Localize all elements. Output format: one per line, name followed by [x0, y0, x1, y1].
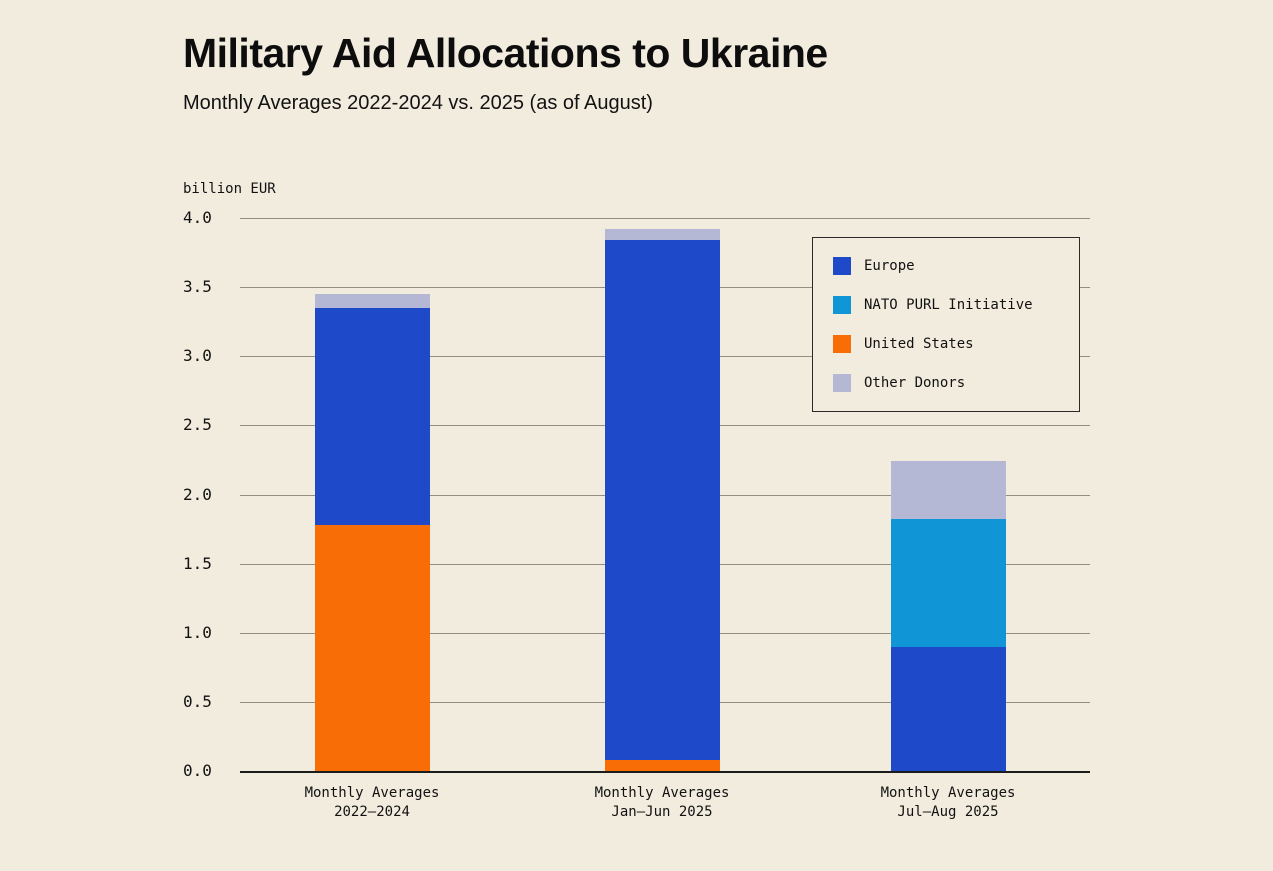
bar-segment-other-donors [314, 294, 430, 308]
legend-item: United States [833, 335, 1059, 353]
y-axis-tick-label: 3.5 [183, 277, 212, 297]
legend-swatch-icon [833, 335, 851, 353]
y-axis-tick-label: 0.5 [183, 691, 212, 711]
bar-segment-europe [604, 240, 720, 760]
legend: Europe NATO PURL Initiative United States O… [812, 237, 1080, 412]
x-axis-tick-label: Monthly Averages 2022–2024 [304, 785, 440, 820]
bar-segment-other-donors [604, 229, 720, 241]
plot-area [240, 218, 1090, 773]
legend-swatch-icon [833, 374, 851, 392]
y-axis-tick-label: 4.0 [183, 208, 212, 227]
y-axis-tick-label: 0.0 [183, 761, 212, 780]
x-axis-tick-label: Monthly Averages Jan–Jun 2025 [594, 785, 730, 820]
y-axis-tick-label: 3.0 [183, 346, 212, 366]
legend-item: Other Donors [833, 374, 1059, 392]
x-axis-tick-label: Monthly Averages Jul–Aug 2025 [880, 785, 1016, 820]
y-axis-tick-label: 1.0 [183, 622, 212, 642]
bar-segment-united-states [604, 759, 720, 771]
bar-segment-nato-purl-initiative [890, 519, 1006, 647]
chart-title: Military Aid Allocations to Ukraine [183, 30, 828, 76]
chart-subtitle: Monthly Averages 2022-2024 vs. 2025 (as … [183, 92, 653, 114]
bar-segment-other-donors [890, 461, 1006, 520]
legend-swatch-icon [833, 257, 851, 275]
legend-label: Other Donors [864, 375, 966, 391]
y-axis-unit-label: billion EUR [183, 181, 276, 197]
bar-segment-europe [314, 307, 430, 525]
legend-swatch-icon [833, 296, 851, 314]
y-axis-tick-label: 2.5 [183, 415, 212, 435]
legend-label: United States [864, 336, 974, 352]
legend-item: Europe [833, 257, 1059, 275]
bar-segment-europe [890, 646, 1006, 771]
legend-label: Europe [864, 258, 915, 274]
gridline [240, 218, 1090, 219]
legend-item: NATO PURL Initiative [833, 296, 1059, 314]
bar-segment-united-states [314, 524, 430, 771]
y-axis-tick-label: 1.5 [183, 553, 212, 573]
legend-label: NATO PURL Initiative [864, 297, 1033, 313]
y-axis-tick-label: 2.0 [183, 484, 212, 504]
